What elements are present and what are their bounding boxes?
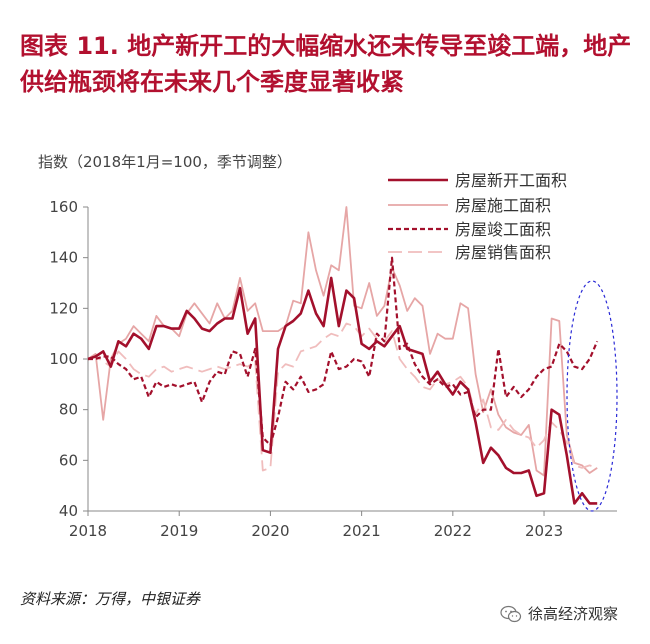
x-tick-label: 2021 bbox=[343, 522, 381, 540]
y-tick-label: 120 bbox=[49, 299, 78, 317]
series-line-3 bbox=[87, 322, 598, 472]
x-tick-label: 2019 bbox=[160, 522, 198, 540]
y-tick-label: 140 bbox=[49, 249, 78, 267]
x-tick-labels: 2018 2019 2020 2021 2022 2023 bbox=[69, 511, 563, 540]
y-tick-label: 40 bbox=[59, 502, 78, 520]
highlight-ellipse bbox=[566, 280, 618, 512]
legend-label-0: 房屋新开工面积 bbox=[455, 171, 567, 190]
series-line-0 bbox=[87, 276, 598, 505]
chart-title: 图表 11. 地产新开工的大幅缩水还未传导至竣工端，地产供给瓶颈将在未来几个季度… bbox=[20, 32, 632, 96]
y-tick-label: 100 bbox=[49, 350, 78, 368]
x-tick-label: 2020 bbox=[251, 522, 289, 540]
x-tick-label: 2023 bbox=[525, 522, 563, 540]
legend-label-3: 房屋销售面积 bbox=[455, 243, 551, 262]
y-tick-label: 160 bbox=[49, 198, 78, 216]
y-tick-label: 80 bbox=[59, 401, 78, 419]
source-note: 资料来源：万得，中银证券 bbox=[20, 590, 201, 608]
y-tick-label: 60 bbox=[59, 451, 78, 469]
legend-label-1: 房屋施工面积 bbox=[455, 196, 551, 215]
y-tick-labels: 40 60 80 100 120 140 160 bbox=[49, 198, 88, 520]
series-lines bbox=[87, 206, 599, 505]
legend-label-2: 房屋竣工面积 bbox=[455, 220, 551, 239]
watermark: 徐高经济观察 bbox=[500, 603, 618, 624]
y-axis-label: 指数（2018年1月=100，季节调整） bbox=[38, 153, 292, 171]
x-tick-label: 2018 bbox=[69, 522, 107, 540]
watermark-text: 徐高经济观察 bbox=[528, 605, 619, 623]
series-line-2 bbox=[88, 256, 599, 447]
wechat-icon bbox=[500, 605, 522, 622]
x-tick-label: 2022 bbox=[434, 522, 472, 540]
